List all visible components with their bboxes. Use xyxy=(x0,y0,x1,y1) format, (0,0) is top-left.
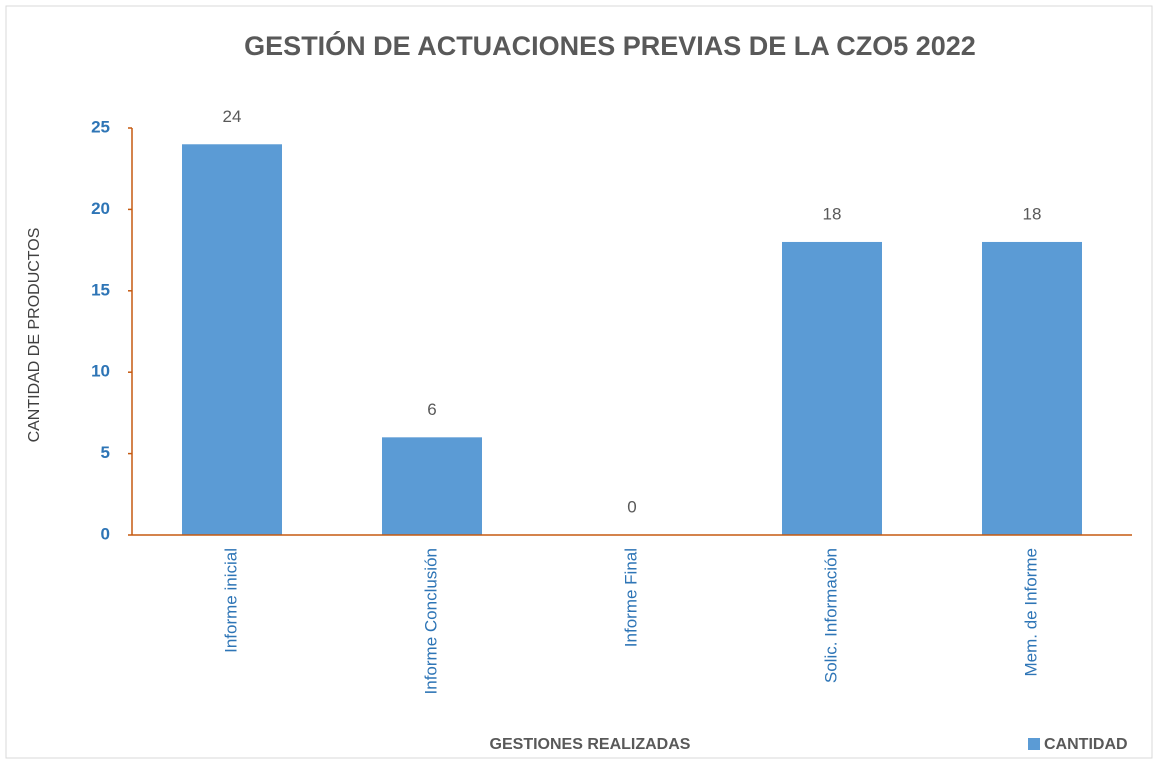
y-tick-label: 15 xyxy=(91,280,110,299)
bar xyxy=(182,144,282,535)
chart-title: GESTIÓN DE ACTUACIONES PREVIAS DE LA CZO… xyxy=(244,30,976,61)
legend-label: CANTIDAD xyxy=(1044,736,1128,753)
bar xyxy=(782,241,882,535)
y-tick-label: 0 xyxy=(101,524,110,543)
x-tick-label: Solic. Información xyxy=(821,548,840,683)
bar xyxy=(382,437,482,535)
x-tick-label: Informe Final xyxy=(621,548,640,647)
y-axis-label: CANTIDAD DE PRODUCTOS xyxy=(26,228,43,443)
chart-frame xyxy=(5,5,1153,759)
y-tick-label: 20 xyxy=(91,199,110,218)
value-label: 18 xyxy=(1023,204,1042,223)
value-label: 6 xyxy=(427,400,436,419)
legend-swatch xyxy=(1028,738,1040,750)
y-tick-label: 25 xyxy=(91,117,110,136)
bar xyxy=(982,241,1082,535)
value-label: 18 xyxy=(823,204,842,223)
x-tick-label: Informe Conclusión xyxy=(421,548,440,694)
y-tick-label: 10 xyxy=(91,362,110,381)
x-axis-label: GESTIONES REALIZADAS xyxy=(490,736,691,753)
y-tick-label: 5 xyxy=(101,443,110,462)
x-tick-label: Mem. de Informe xyxy=(1021,548,1040,677)
value-label: 24 xyxy=(223,107,242,126)
value-label: 0 xyxy=(627,497,636,516)
x-tick-label: Informe inicial xyxy=(221,548,240,653)
